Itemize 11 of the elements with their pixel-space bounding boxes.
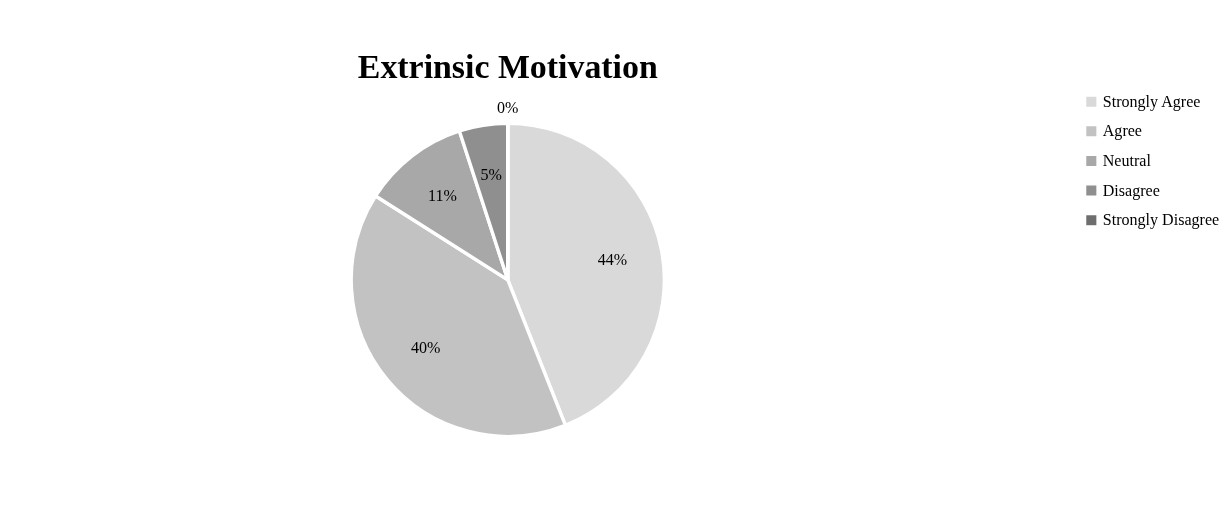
legend-label: Disagree — [1102, 181, 1160, 200]
data-label: 5% — [480, 165, 502, 183]
legend-label: Agree — [1102, 122, 1142, 141]
text: 0% — [497, 99, 519, 117]
chart-title: Extrinsic Motivation — [357, 48, 658, 86]
legend-label: Strongly Disagree — [1102, 211, 1220, 230]
legend-label: Neutral — [1102, 152, 1152, 170]
legend-label: Strongly Agree — [1102, 92, 1201, 111]
data-label: 11% — [428, 186, 457, 204]
data-label: 40% — [411, 338, 441, 356]
data-label: 44% — [597, 250, 628, 268]
